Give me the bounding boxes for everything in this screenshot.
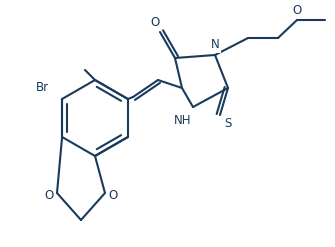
Text: O: O [150,17,159,29]
Text: S: S [224,117,232,129]
Text: Br: Br [36,81,49,94]
Text: O: O [44,188,54,202]
Text: O: O [292,4,302,18]
Text: O: O [109,188,118,202]
Text: N: N [211,39,219,52]
Text: NH: NH [174,114,192,126]
